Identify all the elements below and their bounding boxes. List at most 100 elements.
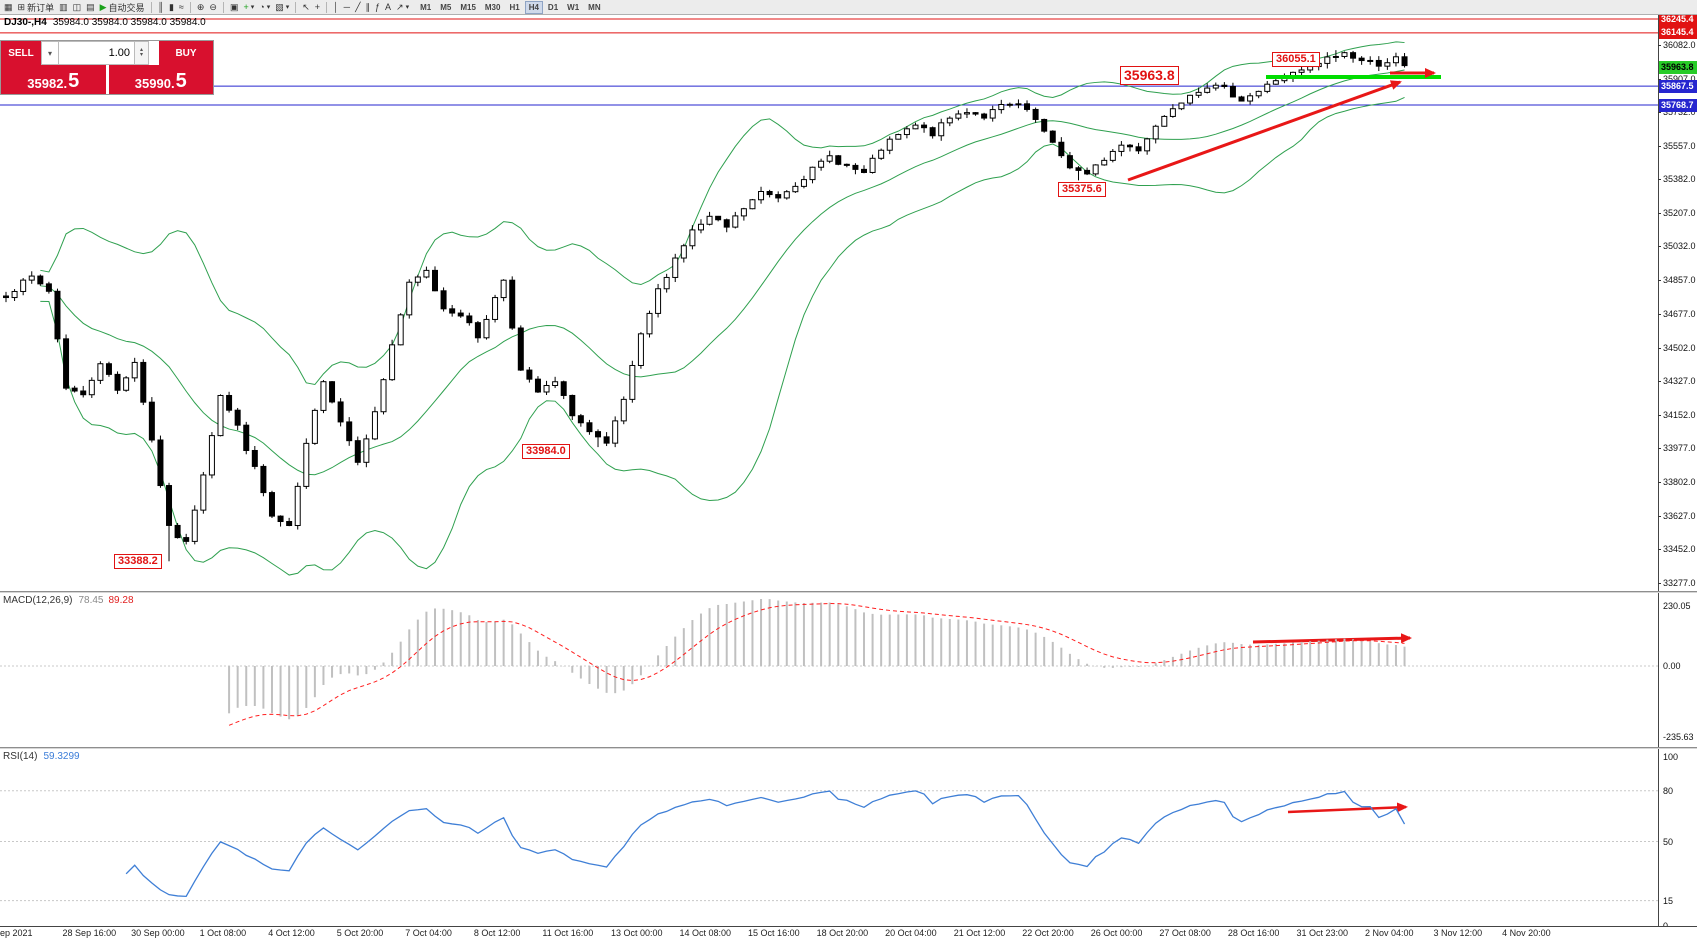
arrows-button[interactable]: ↗ ▾ [394,1,411,14]
profiles-icon: ▥ [59,1,68,12]
buy-price-main: 35990. [134,76,175,91]
buy-price-pips: 5 [175,70,187,92]
templates-button[interactable]: ▧ ▾ [273,1,291,14]
time-axis-label: 18 Oct 20:00 [816,928,869,938]
timeframe-m30[interactable]: M30 [484,2,501,12]
periods-icon: ◔ [259,1,265,12]
macd-signal-line [228,603,1405,726]
time-axis[interactable] [0,926,1697,940]
price-axis-tick [1658,515,1661,517]
crosshair-button[interactable]: + [313,1,322,14]
new-order-button: ⊞ [17,1,26,12]
horizontal-line-button[interactable]: ─ [342,1,352,14]
volume-stepper[interactable]: ▴ ▾ [135,41,149,65]
macd-axis-label: -235.63 [1663,732,1694,742]
macd-axis-label: 230.05 [1663,601,1691,611]
volume-input[interactable]: 1.00 [59,41,135,65]
fibonacci-button[interactable]: ƒ [373,1,382,14]
timeframe-d1[interactable]: D1 [547,2,559,12]
price-axis-highlight: 35963.8 [1659,61,1697,75]
data-window-button[interactable]: ▤ [84,1,97,14]
buy-price-button[interactable]: 35990. 5 [108,65,213,94]
price-annotation-label[interactable]: 33984.0 [522,444,570,459]
price-axis-tick [1658,246,1661,248]
timeframe-m5[interactable]: M5 [440,2,452,12]
price-axis-label: 33627.0 [1663,510,1696,521]
bar-chart-button[interactable]: ║ [156,1,166,14]
price-annotation-label[interactable]: 35375.6 [1058,182,1106,197]
line-chart-button[interactable]: ≈ [177,1,186,14]
stepper-down-icon: ▾ [139,52,143,58]
new-order-button[interactable]: ⊞ 新订单 [16,1,57,14]
text-button[interactable]: A [383,1,393,14]
timeframe-h4[interactable]: H4 [524,0,543,14]
horizontal-line-icon: ─ [343,1,351,12]
timeframe-h1[interactable]: H1 [509,2,520,12]
candlestick-chart-icon: ▮ [168,1,174,12]
rsi-indicator-label: RSI(14) 59.3299 [3,751,80,762]
candlestick-chart-button[interactable]: ▮ [167,1,176,14]
chevron-down-icon: ▾ [405,4,410,11]
time-axis-label: 3 Nov 12:00 [1433,928,1483,938]
indicators-button[interactable]: + ▾ [241,1,256,14]
market-watch-button[interactable]: ◫ [71,1,84,14]
zoom-out-button[interactable]: ⊖ [207,1,219,14]
sell-price-main: 35982. [27,76,68,91]
price-annotation-label[interactable]: 33388.2 [114,554,162,569]
price-axis-label: 35032.0 [1663,241,1696,252]
line-chart-icon: ≈ [178,1,184,12]
trendline-icon: ╱ [355,1,361,12]
price-axis-label: 33802.0 [1663,476,1696,487]
toolbar-separator [189,1,191,13]
sell-price-button[interactable]: 35982. 5 [1,65,106,94]
timeframe-w1[interactable]: W1 [567,2,580,12]
price-axis-tick [1658,414,1661,416]
time-axis-label: 13 Oct 00:00 [610,928,663,938]
autotrading-button[interactable]: ▶ 自动交易 [98,1,147,14]
chart-plot-area[interactable] [0,15,1658,591]
profiles-button[interactable]: ▥ [57,1,70,14]
zoom-in-button[interactable]: ⊕ [195,1,207,14]
tile-windows-icon: ▣ [229,1,239,12]
arrows-icon: ↗ [396,1,404,12]
order-type-dropdown[interactable]: ▾ [41,41,59,65]
zoom-in-icon: ⊕ [196,1,205,12]
time-axis-label: 15 Oct 16:00 [748,928,800,938]
price-axis-tick [1658,145,1661,147]
trendline-button[interactable]: ╱ [353,1,362,14]
vertical-line-button[interactable]: │ [331,1,341,14]
tile-windows-button[interactable]: ▣ [228,1,241,14]
price-annotation-label[interactable]: 35963.8 [1120,66,1179,85]
time-axis-label: 4 Nov 20:00 [1502,928,1551,938]
price-axis-highlight: 35867.5 [1659,79,1697,93]
new-chart-button[interactable]: ▦ [2,1,15,14]
timeframe-m1[interactable]: M1 [420,2,432,12]
price-axis-label: 33452.0 [1663,544,1696,555]
cursor-button[interactable]: ↖ [300,1,312,14]
sell-button[interactable]: SELL [1,41,41,65]
buy-button[interactable]: BUY [159,41,213,65]
price-axis-label: 35907.0 [1663,73,1696,84]
timeframe-mn[interactable]: MN [588,2,601,12]
timeframe-m15[interactable]: M15 [460,2,476,12]
chevron-down-icon: ▾ [285,4,290,11]
price-axis-highlight: 35768.7 [1659,98,1697,112]
symbol-period-label: DJ30-,H4 [4,17,47,28]
channel-button[interactable]: ∥ [363,1,372,14]
macd-pane [0,599,1658,726]
time-axis-label: 5 Oct 20:00 [336,928,384,938]
indicators-icon: + [243,1,249,12]
macd-arrow[interactable] [1252,633,1412,644]
zoom-out-icon: ⊖ [209,1,217,12]
price-annotation-label[interactable]: 36055.1 [1272,52,1320,67]
rsi-panel-splitter[interactable] [0,747,1697,749]
vertical-line-icon: │ [333,1,339,12]
macd-panel-splitter[interactable] [0,591,1697,593]
price-axis-label: 34327.0 [1663,376,1696,387]
trade-panel-top-row: SELL ▾ 1.00 ▴ ▾ BUY [1,41,213,65]
rsi-arrow[interactable] [1287,802,1408,814]
periods-button[interactable]: ◔ ▾ [257,1,272,14]
time-axis-label: 11 Oct 16:00 [542,928,594,938]
price-axis[interactable] [1658,15,1697,926]
time-axis-label: 21 Oct 12:00 [953,928,1006,938]
